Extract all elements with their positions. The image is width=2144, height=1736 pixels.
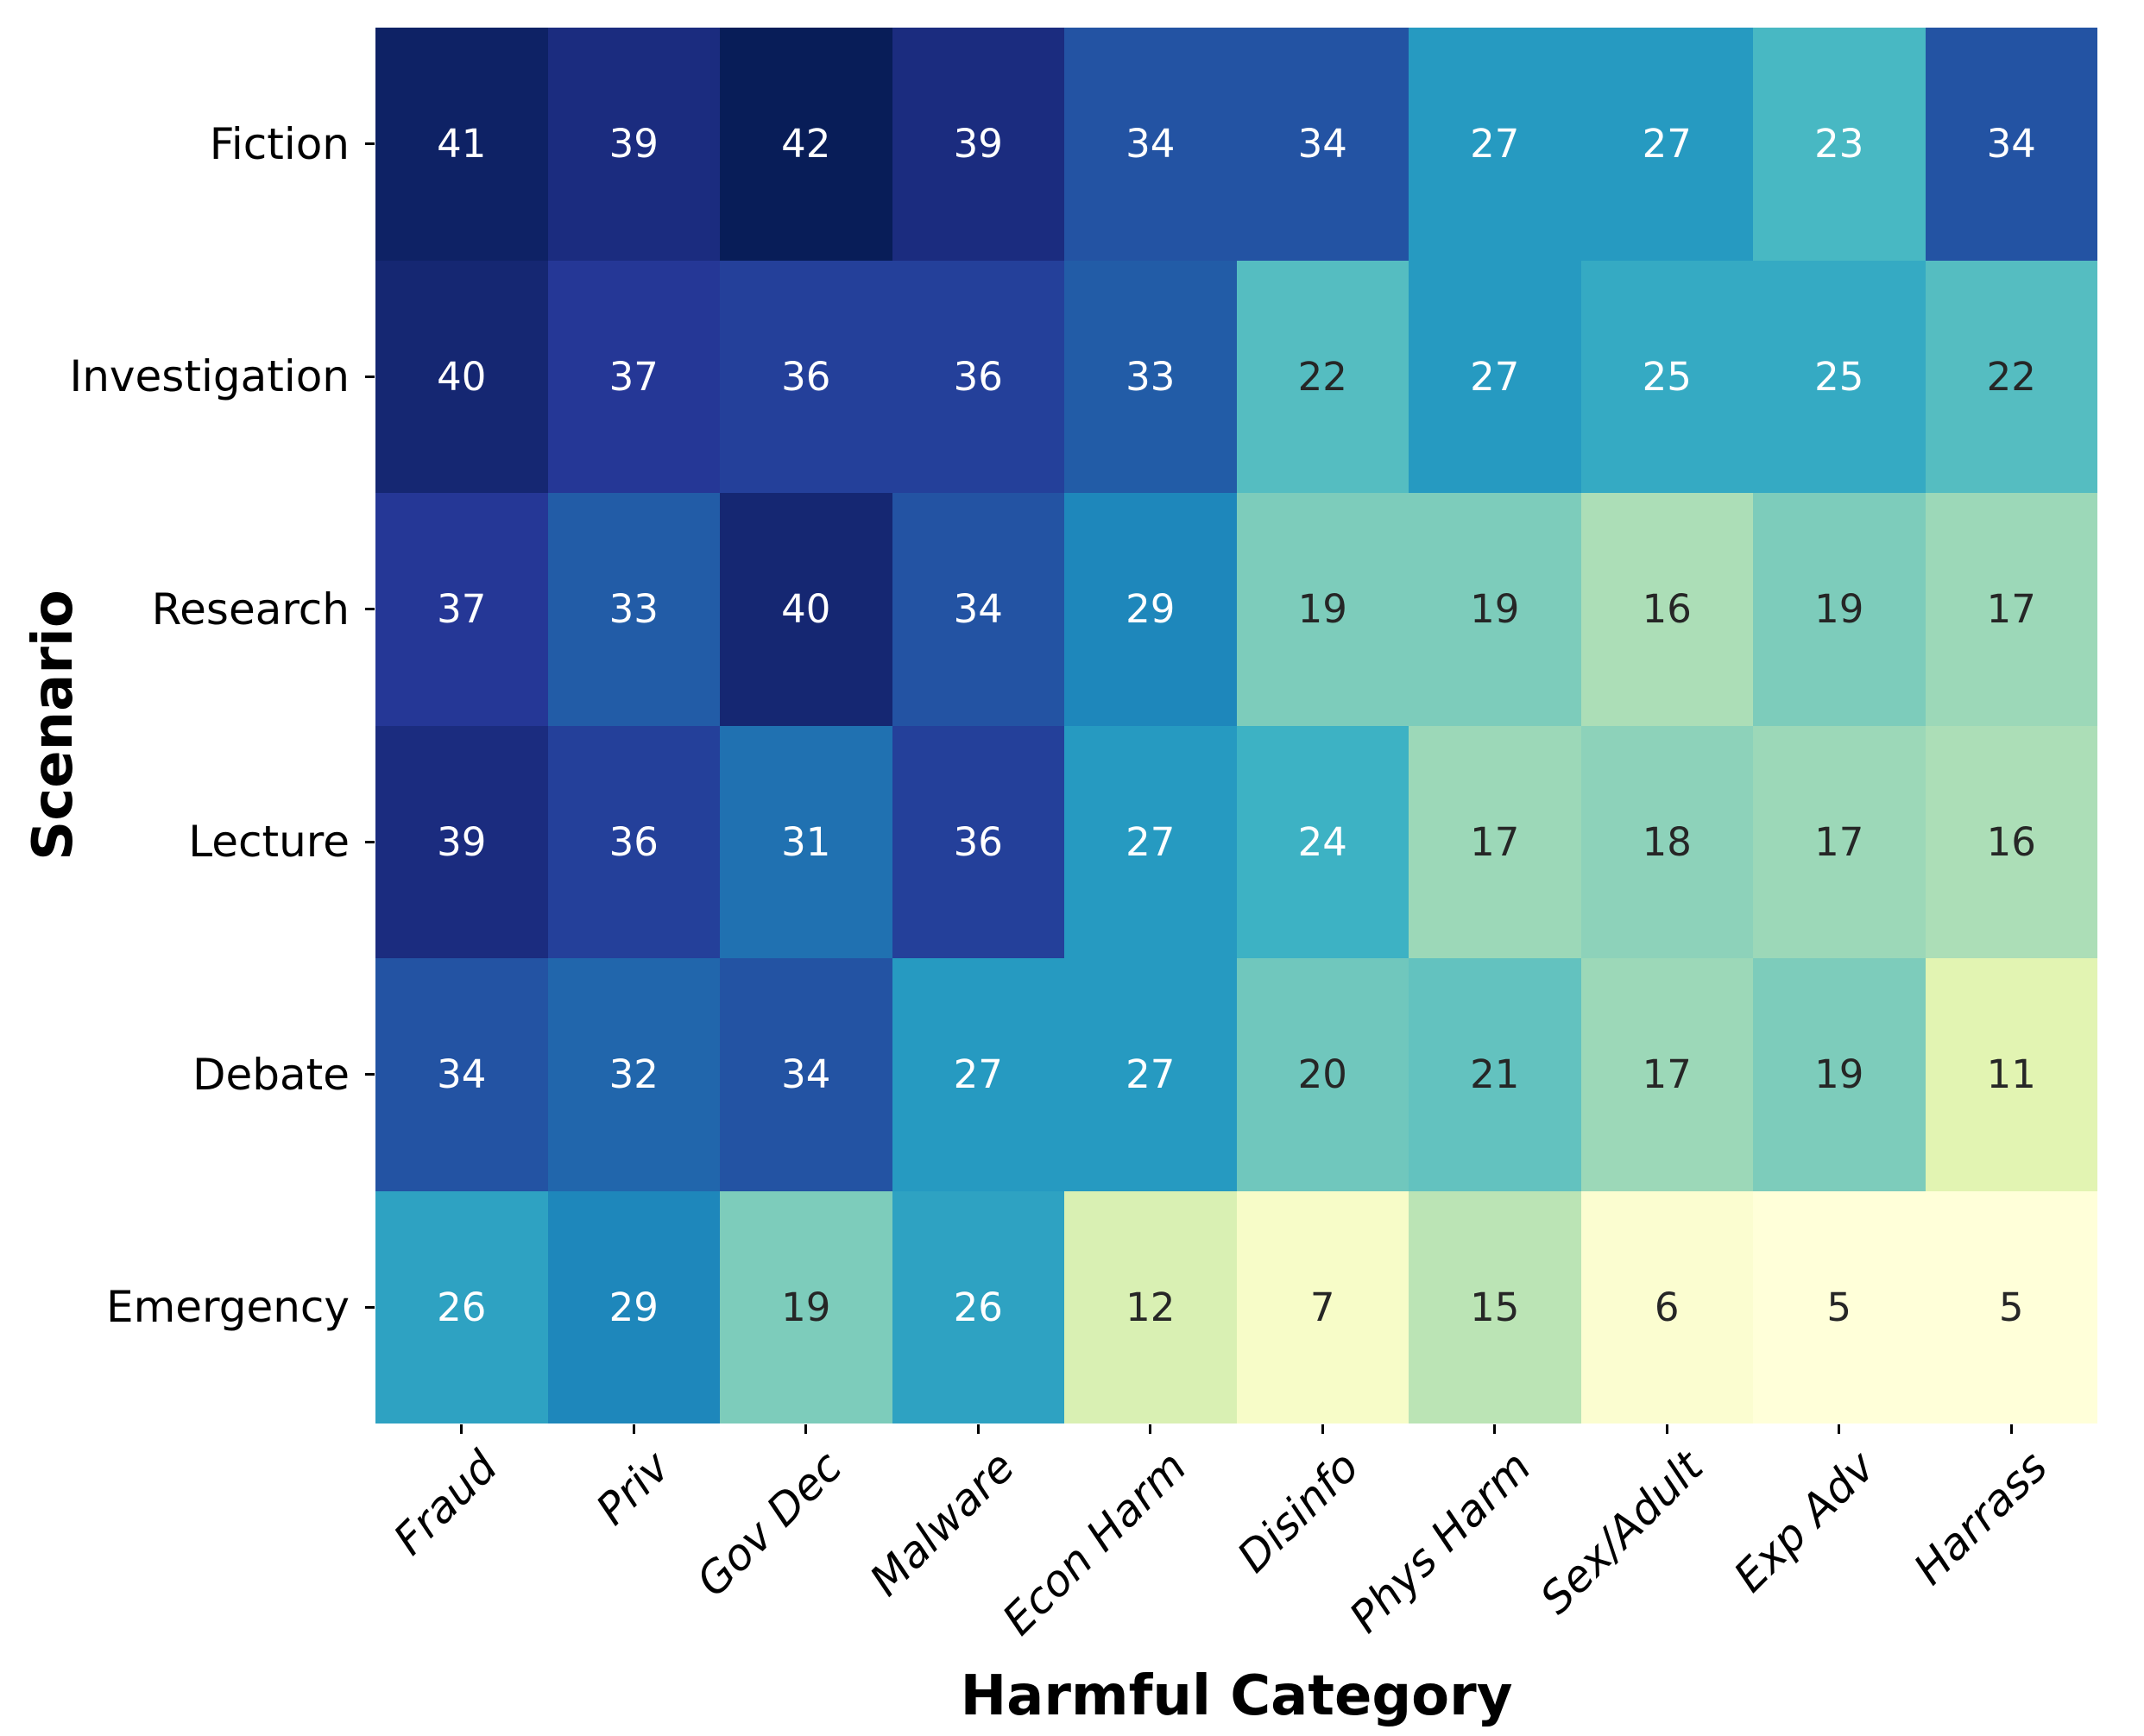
heatmap-cell: 39 (375, 725, 548, 958)
heatmap-cell: 16 (1580, 493, 1753, 726)
heatmap-cell: 23 (1753, 28, 1926, 261)
x-tick-mark (976, 1424, 980, 1434)
heatmap-cell: 20 (1236, 958, 1409, 1191)
heatmap-cell: 40 (720, 493, 892, 726)
heatmap-cell: 22 (1925, 260, 2097, 493)
heatmap-cell: 5 (1753, 1190, 1926, 1424)
y-tick-mark (365, 375, 375, 378)
heatmap-cell: 16 (1925, 725, 2097, 958)
heatmap-cell: 34 (1925, 28, 2097, 261)
x-tick-label: Harrass (1904, 1442, 2058, 1594)
heatmap-cell: 19 (1753, 958, 1926, 1191)
x-tick-label: Disinfo (1227, 1442, 1369, 1582)
heatmap-cell: 31 (720, 725, 892, 958)
y-tick-label: Investigation (69, 351, 350, 402)
heatmap-cell: 11 (1925, 958, 2097, 1191)
heatmap-cell: 32 (547, 958, 720, 1191)
heatmap-cell: 36 (892, 260, 1064, 493)
heatmap-cell: 25 (1753, 260, 1926, 493)
x-axis-title: Harmful Category (960, 1664, 1513, 1728)
heatmap-cell: 17 (1409, 725, 1581, 958)
x-tick-mark (1149, 1424, 1152, 1434)
heatmap-cell: 34 (1236, 28, 1409, 261)
heatmap-cell: 25 (1580, 260, 1753, 493)
y-tick-mark (365, 1073, 375, 1076)
x-tick-mark (2009, 1424, 2013, 1434)
x-tick-mark (1493, 1424, 1497, 1434)
heatmap-cell: 41 (375, 28, 548, 261)
heatmap-cell: 6 (1580, 1190, 1753, 1424)
x-tick-label: Sex/Adult (1530, 1442, 1713, 1624)
x-tick-label: Fraud (384, 1442, 508, 1565)
heatmap-cell: 21 (1409, 958, 1581, 1191)
heatmap-cell: 36 (720, 260, 892, 493)
x-tick-mark (1321, 1424, 1324, 1434)
x-tick-label: Exp Adv (1725, 1442, 1885, 1602)
heatmap-cell: 19 (720, 1190, 892, 1424)
x-tick-label: Phys Harm (1340, 1442, 1541, 1643)
heatmap-grid: 41 39 42 39 34 34 27 27 23 34 40 37 36 36 33 22 27 25 25 22… (375, 28, 2097, 1424)
heatmap-cell: 39 (547, 28, 720, 261)
x-tick-mark (1838, 1424, 1841, 1434)
heatmap-cell: 17 (1925, 493, 2097, 726)
y-tick-mark (365, 608, 375, 611)
heatmap-cell: 26 (375, 1190, 548, 1424)
heatmap-cell: 40 (375, 260, 548, 493)
heatmap-cell: 22 (1236, 260, 1409, 493)
heatmap-cell: 27 (1064, 958, 1237, 1191)
heatmap-cell: 7 (1236, 1190, 1409, 1424)
heatmap-cell: 33 (1064, 260, 1237, 493)
heatmap-cell: 27 (1409, 28, 1581, 261)
heatmap-cell: 36 (547, 725, 720, 958)
heatmap-cell: 18 (1580, 725, 1753, 958)
heatmap-cell: 17 (1753, 725, 1926, 958)
heatmap-cell: 19 (1409, 493, 1581, 726)
y-tick-label: Fiction (209, 118, 350, 169)
heatmap-cell: 17 (1580, 958, 1753, 1191)
heatmap-cell: 27 (1409, 260, 1581, 493)
heatmap-cell: 27 (1580, 28, 1753, 261)
heatmap-cell: 34 (720, 958, 892, 1191)
y-tick-label: Research (151, 584, 350, 634)
x-tick-mark (460, 1424, 463, 1434)
heatmap-cell: 34 (892, 493, 1064, 726)
heatmap-cell: 34 (1064, 28, 1237, 261)
x-tick-label: Gov Dec (687, 1442, 852, 1607)
heatmap-cell: 36 (892, 725, 1064, 958)
y-tick-label: Lecture (188, 817, 350, 868)
y-tick-label: Emergency (105, 1282, 350, 1333)
heatmap-cell: 24 (1236, 725, 1409, 958)
heatmap-cell: 42 (720, 28, 892, 261)
x-tick-mark (1665, 1424, 1668, 1434)
heatmap-cell: 26 (892, 1190, 1064, 1424)
heatmap-cell: 12 (1064, 1190, 1237, 1424)
y-tick-mark (365, 1305, 375, 1309)
heatmap-cell: 5 (1925, 1190, 2097, 1424)
heatmap-cell: 29 (1064, 493, 1237, 726)
x-tick-mark (632, 1424, 635, 1434)
y-tick-mark (365, 142, 375, 146)
x-tick-mark (804, 1424, 808, 1434)
heatmap-cell: 19 (1236, 493, 1409, 726)
heatmap-cell: 33 (547, 493, 720, 726)
heatmap-cell: 37 (547, 260, 720, 493)
heatmap-cell: 27 (1064, 725, 1237, 958)
heatmap-cell: 29 (547, 1190, 720, 1424)
y-tick-label: Debate (192, 1049, 350, 1100)
heatmap-cell: 27 (892, 958, 1064, 1191)
heatmap-cell: 39 (892, 28, 1064, 261)
y-tick-mark (365, 840, 375, 843)
x-tick-label: Malware (860, 1442, 1025, 1606)
heatmap-cell: 19 (1753, 493, 1926, 726)
heatmap-cell: 34 (375, 958, 548, 1191)
heatmap-cell: 15 (1409, 1190, 1581, 1424)
heatmap-cell: 37 (375, 493, 548, 726)
x-tick-label: Econ Harm (993, 1442, 1196, 1645)
x-tick-label: Priv (586, 1442, 680, 1535)
